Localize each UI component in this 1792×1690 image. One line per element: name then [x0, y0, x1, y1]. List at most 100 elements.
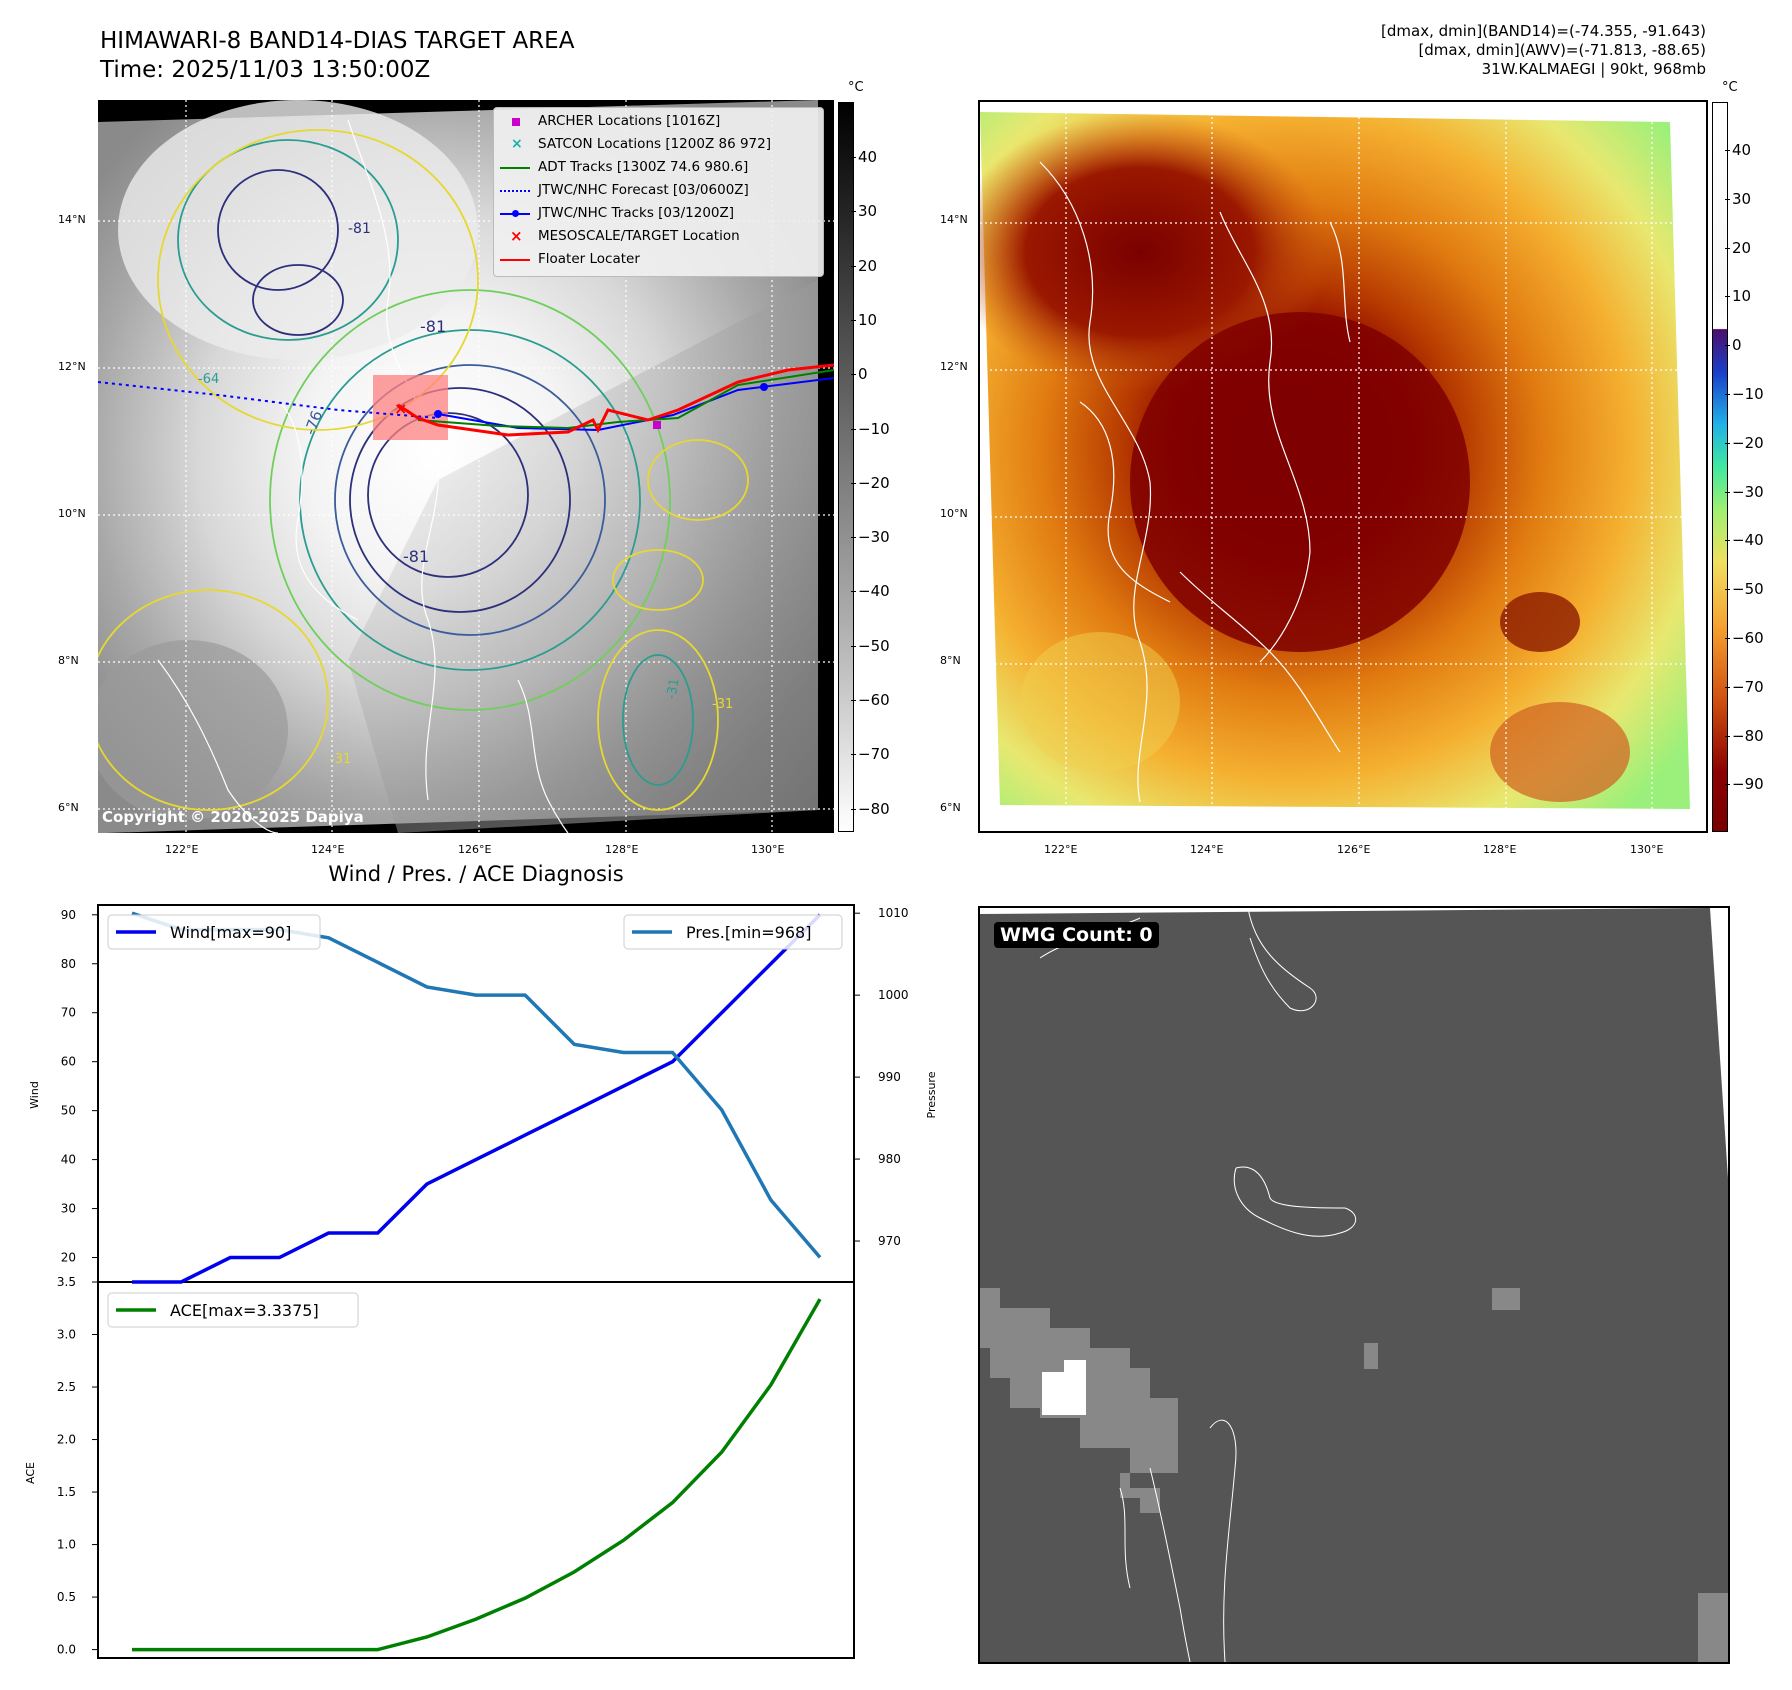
contour-label: -31 [664, 677, 682, 701]
gray-colorbar-tick: −50 [858, 636, 890, 655]
lat-label: 14°N [940, 213, 968, 226]
ace-tick-label: 0.5 [57, 1590, 76, 1604]
wind-tick-label: 50 [61, 1104, 76, 1118]
info-storm: 31W.KALMAEGI | 90kt, 968mb [1481, 60, 1706, 78]
ace-axis-label: ACE [24, 1462, 37, 1484]
wind-tick-label: 40 [61, 1153, 76, 1167]
ace-ticks: 0.0 0.5 1.0 1.5 2.0 2.5 3.0 3.5 [57, 1275, 98, 1657]
lon-label: 128°E [1483, 843, 1517, 856]
gray-colorbar-tick: −20 [858, 473, 890, 492]
pressure-axis-label: Pressure [925, 1071, 938, 1118]
pressure-tick-label: 970 [878, 1234, 901, 1248]
color-colorbar-tick: −10 [1732, 385, 1764, 403]
ace-tick-label: 1.0 [57, 1538, 76, 1552]
legend-item-forecast: JTWC/NHC Forecast [03/0600Z] [494, 179, 823, 202]
diagnostic-info: [dmax, dmin](BAND14)=(-74.355, -91.643) … [1381, 22, 1706, 79]
color-colorbar-tick-mark [1725, 345, 1730, 347]
color-colorbar-tick-mark [1725, 296, 1730, 298]
wind-tick-label: 80 [61, 957, 76, 971]
legend-item-adt: ADT Tracks [1300Z 74.6 980.6] [494, 156, 823, 179]
color-colorbar-tick: 10 [1732, 287, 1752, 306]
lat-label: 10°N [58, 507, 86, 520]
color-colorbar-tick-mark [1725, 784, 1730, 786]
color-colorbar-tick-mark [1725, 638, 1730, 639]
pressure-legend: Pres.[min=968] [623, 914, 843, 950]
info-band14: [dmax, dmin](BAND14)=(-74.355, -91.643) [1381, 22, 1706, 40]
wind-series-line [132, 913, 822, 1284]
ace-tick-label: 3.0 [57, 1328, 76, 1342]
lat-label: 10°N [940, 507, 968, 520]
floater-locater-line [397, 363, 835, 437]
lon-label: 130°E [751, 843, 785, 856]
wmg-gray-cell [1364, 1343, 1378, 1369]
color-colorbar-tick-mark [1725, 540, 1730, 542]
color-colorbar-tick: −40 [1732, 531, 1764, 550]
wind-axis-label: Wind [28, 1081, 41, 1109]
legend-item-floater: Floater Locater [494, 248, 823, 271]
ace-axes [97, 1281, 855, 1659]
info-awv: [dmax, dmin](AWV)=(-71.813, -88.65) [1418, 41, 1706, 59]
gray-colorbar [838, 102, 854, 832]
contour-label: -81 [348, 221, 371, 237]
lon-label: 122°E [165, 843, 199, 856]
pressure-tick-label: 990 [878, 1070, 901, 1084]
wind-tick-label: 20 [61, 1251, 76, 1265]
copyright-text: Copyright © 2020-2025 Dapiya [102, 808, 364, 826]
gray-colorbar-tick-mark [851, 374, 856, 376]
pressure-tick-label: 1010 [878, 906, 909, 920]
color-colorbar-tick: −60 [1732, 629, 1764, 647]
gray-colorbar-tick: −70 [858, 745, 890, 764]
color-colorbar-tick: 40 [1732, 141, 1752, 159]
gray-colorbar-tick-mark [851, 211, 856, 213]
title-line-1: HIMAWARI-8 BAND14-DIAS TARGET AREA [100, 28, 575, 54]
pressure-series-line [131, 911, 822, 1259]
gray-colorbar-tick: −80 [858, 799, 890, 818]
wmg-coastlines [1039, 908, 1357, 1662]
coastlines [157, 119, 569, 834]
color-colorbar-tick-mark [1725, 247, 1730, 249]
lon-label: 126°E [1337, 843, 1371, 856]
pressure-tick-label: 1000 [878, 988, 909, 1002]
jtwc-track-point [434, 410, 442, 418]
ir-clear-region [348, 280, 818, 833]
color-colorbar [1712, 102, 1728, 832]
wind-tick-label: 70 [61, 1006, 76, 1020]
gray-colorbar-tick: 10 [858, 310, 878, 329]
awv-band-southwest [1020, 632, 1180, 772]
pressure-ticks: 970 980 990 1000 1010 [854, 906, 909, 1248]
wmg-count-badge: WMG Count: 0 [994, 922, 1159, 948]
ace-tick-label: 1.5 [57, 1485, 76, 1499]
wmg-panel: WMG Count: 0 [978, 906, 1730, 1664]
gray-colorbar-tick-mark [851, 482, 856, 484]
color-colorbar-tick: −90 [1732, 775, 1764, 794]
contour-label: -64 [198, 372, 219, 387]
gray-colorbar-tick: 30 [858, 202, 878, 221]
wind-pressure-axes [97, 904, 855, 1283]
wind-ticks: 20 30 40 50 60 70 80 90 [61, 908, 98, 1265]
wind-legend-label: Wind[max=90] [170, 923, 291, 942]
color-colorbar-tick: 20 [1732, 238, 1752, 257]
ir-map-panel: × -81 -81 -76 -64 -81 -31 -31 -31 Copyri… [87, 100, 835, 834]
color-colorbar-ticks: 40 30 20 10 0 −10 −20 −30 −40 −50 −60 −70 −80 −90 [1725, 102, 1782, 830]
color-colorbar-tick: 30 [1732, 189, 1752, 208]
wmg-gray-cell [1042, 1360, 1064, 1372]
ace-legend-label: ACE[max=3.3375] [170, 1301, 319, 1320]
gray-colorbar-tick-mark [851, 265, 856, 267]
wind-tick-label: 30 [61, 1202, 76, 1216]
gray-colorbar-tick-mark [851, 645, 856, 647]
gray-colorbar-tick-mark [851, 428, 856, 430]
gray-colorbar-tick: 40 [858, 148, 878, 166]
contour-label: -81 [403, 547, 429, 566]
color-colorbar-tick: −20 [1732, 433, 1764, 452]
color-colorbar-tick-mark [1725, 589, 1730, 591]
legend-item-target: × MESOSCALE/TARGET Location [510, 227, 740, 245]
lon-label: 124°E [1190, 843, 1224, 856]
lat-label: 6°N [58, 801, 79, 814]
lat-label: 8°N [58, 654, 79, 667]
wmg-map-svg [980, 908, 1728, 1662]
awv-map-panel [978, 100, 1708, 833]
adt-track-line [417, 369, 835, 430]
color-colorbar-tick: −30 [1732, 482, 1764, 501]
gray-colorbar-tick: −30 [858, 528, 890, 547]
gray-colorbar-tick-mark [851, 754, 856, 756]
